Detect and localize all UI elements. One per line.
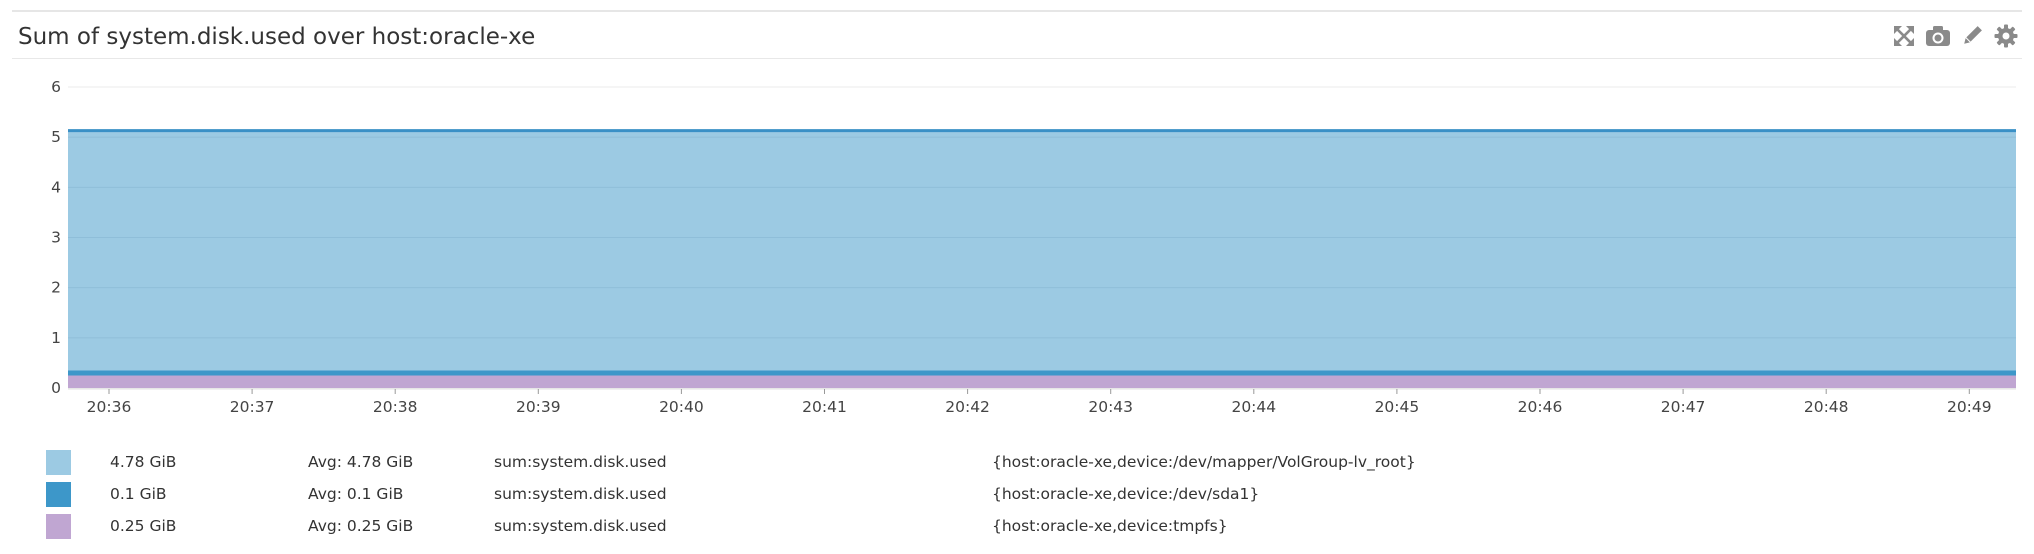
- legend-scope: {host:oracle-xe,device:/dev/mapper/VolGr…: [992, 453, 1416, 471]
- x-tick-label: 20:45: [1375, 398, 1420, 416]
- legend-row[interactable]: 0.25 GiB Avg: 0.25 GiB sum:system.disk.use…: [46, 510, 2006, 542]
- legend-value: 0.1 GiB: [110, 485, 167, 503]
- x-tick-label: 20:42: [945, 398, 990, 416]
- legend-row[interactable]: 0.1 GiB Avg: 0.1 GiB sum:system.disk.used {…: [46, 478, 2006, 510]
- stacked-areas: [68, 129, 2016, 388]
- legend-value: 0.25 GiB: [110, 517, 177, 535]
- legend-swatch: [46, 514, 71, 539]
- y-tick-label: 1: [51, 329, 61, 347]
- legend-scope: {host:oracle-xe,device:tmpfs}: [992, 517, 1228, 535]
- x-axis-ticks: 20:36 20:37 20:38 20:39 20:40 20:41 20:42 20:43…: [68, 388, 2016, 416]
- x-tick-label: 20:39: [516, 398, 561, 416]
- legend-metric: sum:system.disk.used: [494, 517, 667, 535]
- x-tick-label: 20:37: [230, 398, 275, 416]
- x-tick-label: 20:36: [87, 398, 132, 416]
- legend-swatch: [46, 482, 71, 507]
- x-tick-label: 20:40: [659, 398, 704, 416]
- area-series-1: [68, 370, 2016, 376]
- x-tick-label: 20:43: [1088, 398, 1133, 416]
- x-tick-label: 20:38: [373, 398, 418, 416]
- legend-average: Avg: 0.25 GiB: [308, 517, 414, 535]
- legend-average: Avg: 0.1 GiB: [308, 485, 404, 503]
- x-tick-label: 20:48: [1804, 398, 1849, 416]
- y-tick-label: 2: [51, 279, 61, 297]
- y-tick-label: 6: [51, 78, 61, 96]
- pencil-icon[interactable]: [1958, 22, 1986, 50]
- x-tick-label: 20:46: [1518, 398, 1563, 416]
- y-tick-label: 3: [51, 229, 61, 247]
- x-tick-label: 20:47: [1661, 398, 1706, 416]
- widget-toolbar: [1890, 21, 2020, 51]
- gear-icon[interactable]: [1992, 22, 2020, 50]
- x-tick-label: 20:41: [802, 398, 847, 416]
- legend-scope: {host:oracle-xe,device:/dev/sda1}: [992, 485, 1260, 503]
- legend-metric: sum:system.disk.used: [494, 453, 667, 471]
- legend-row[interactable]: 4.78 GiB Avg: 4.78 GiB sum:system.disk.use…: [46, 446, 2006, 478]
- timeseries-widget: Sum of system.disk.used over host:oracle…: [12, 10, 2022, 550]
- expand-icon[interactable]: [1890, 22, 1918, 50]
- widget-top-border: [12, 10, 2022, 12]
- legend-value: 4.78 GiB: [110, 453, 177, 471]
- legend-average: Avg: 4.78 GiB: [308, 453, 414, 471]
- widget-title: Sum of system.disk.used over host:oracle…: [18, 24, 536, 50]
- legend-swatch: [46, 450, 71, 475]
- y-axis-ticks: 0 1 2 3 4 5 6: [51, 78, 61, 397]
- y-tick-label: 0: [51, 379, 61, 397]
- x-tick-label: 20:44: [1231, 398, 1276, 416]
- x-tick-label: 20:49: [1947, 398, 1992, 416]
- legend-metric: sum:system.disk.used: [494, 485, 667, 503]
- camera-icon[interactable]: [1924, 22, 1952, 50]
- y-tick-label: 4: [51, 178, 61, 196]
- y-tick-label: 5: [51, 128, 61, 146]
- area-series-2: [68, 130, 2016, 371]
- chart-legend: 4.78 GiB Avg: 4.78 GiB sum:system.disk.use…: [46, 446, 2006, 542]
- area-series-0: [68, 375, 2016, 388]
- widget-header: Sum of system.disk.used over host:oracle…: [12, 14, 2022, 59]
